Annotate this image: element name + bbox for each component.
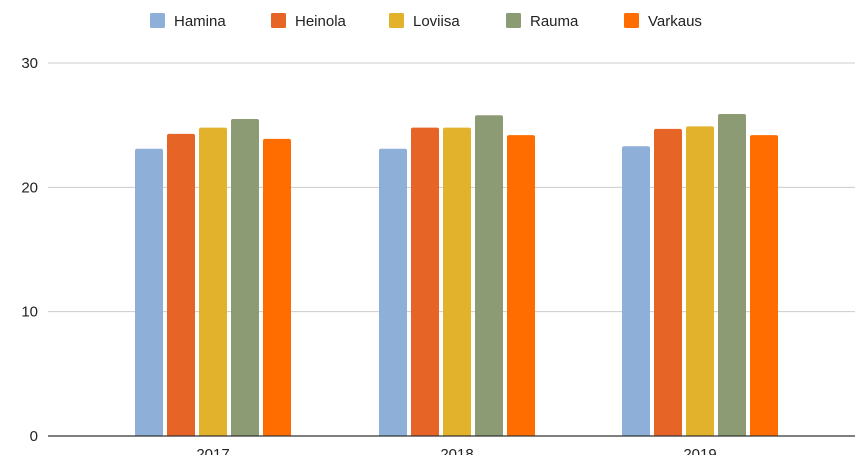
bar-heinola-2017 [167, 133, 195, 436]
bar-rauma-2018 [475, 115, 503, 436]
legend-label-heinola: Heinola [295, 13, 347, 30]
legend-label-rauma: Rauma [530, 13, 579, 30]
bar-hamina-2018 [379, 148, 407, 437]
legend-label-varkaus: Varkaus [648, 13, 702, 30]
y-axis-tick-labels: 0 10 20 30 [21, 55, 38, 445]
bar-varkaus-2018 [507, 135, 535, 436]
legend-swatch-varkaus [624, 13, 639, 28]
bar-rauma-2017 [231, 118, 259, 436]
bar-rauma-2019 [718, 113, 746, 436]
bar-loviisa-2018 [443, 127, 471, 437]
x-tick-label-2019: 2019 [683, 446, 716, 455]
legend-item-varkaus: Varkaus [624, 13, 702, 30]
legend-item-loviisa: Loviisa [389, 13, 460, 30]
legend: Hamina Heinola Loviisa Rauma Varkaus [150, 13, 702, 30]
bar-varkaus-2017 [263, 138, 291, 437]
y-tick-label-0: 0 [30, 428, 38, 445]
y-tick-label-10: 10 [21, 304, 38, 321]
legend-item-hamina: Hamina [150, 13, 226, 30]
x-tick-label-2017: 2017 [196, 446, 229, 455]
bar-heinola-2018 [411, 127, 439, 437]
bar-loviisa-2019 [686, 126, 714, 436]
legend-swatch-heinola [271, 13, 286, 28]
legend-label-loviisa: Loviisa [413, 13, 460, 30]
legend-swatch-hamina [150, 13, 165, 28]
y-tick-label-20: 20 [21, 179, 38, 196]
x-axis-tick-labels: 2017 2018 2019 [196, 446, 716, 455]
legend-swatch-rauma [506, 13, 521, 28]
y-tick-label-30: 30 [21, 55, 38, 72]
bar-heinola-2019 [654, 128, 682, 436]
bar-hamina-2019 [622, 146, 650, 436]
bar-hamina-2017 [135, 148, 163, 437]
bar-varkaus-2019 [750, 135, 778, 436]
x-tick-label-2018: 2018 [440, 446, 473, 455]
legend-item-rauma: Rauma [506, 13, 579, 30]
bars [135, 113, 778, 437]
legend-label-hamina: Hamina [174, 13, 226, 30]
legend-swatch-loviisa [389, 13, 404, 28]
bar-loviisa-2017 [199, 127, 227, 437]
legend-item-heinola: Heinola [271, 13, 347, 30]
